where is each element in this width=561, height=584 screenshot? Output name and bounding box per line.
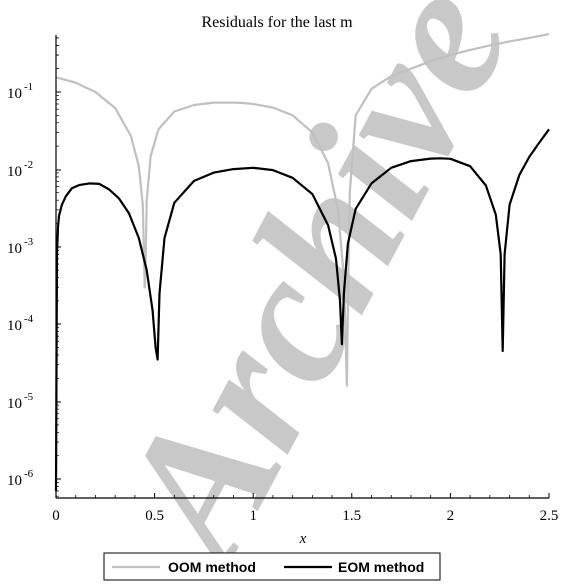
x-tick-label: 0.5 (145, 508, 164, 524)
legend-label-eom: EOM method (338, 559, 424, 575)
y-tick-label: 10 -5 (7, 391, 34, 412)
y-tick-label: 10 -4 (7, 313, 34, 334)
x-tick-label: 1.5 (342, 508, 361, 524)
x-tick-label: 2.5 (540, 508, 559, 524)
x-ticks: 0 0.5 1 1.5 2 2.5 (52, 493, 558, 524)
axes (55, 35, 549, 499)
series-line-eom (54, 128, 550, 492)
chart-title: Residuals for the last m (201, 14, 353, 31)
y-ticks: 10-1 10-2 10-3 10-4 10-5 10-6 (7, 37, 61, 497)
legend: OOM method EOM method (103, 552, 441, 581)
y-tick-label: 10 -3 (7, 236, 34, 257)
x-tick-label: 1 (249, 508, 257, 524)
series-layer (54, 33, 550, 492)
legend-label-oom: OOM method (168, 559, 256, 575)
x-axis-label: x (299, 531, 307, 547)
y-tick-label: 10 -2 (7, 159, 33, 180)
series-line-oom (55, 33, 550, 387)
x-tick-label: 2 (447, 508, 455, 524)
y-tick-label: 10 -6 (7, 468, 34, 489)
x-tick-label: 0 (52, 508, 60, 524)
y-tick-label: 10 -1 (7, 81, 33, 102)
